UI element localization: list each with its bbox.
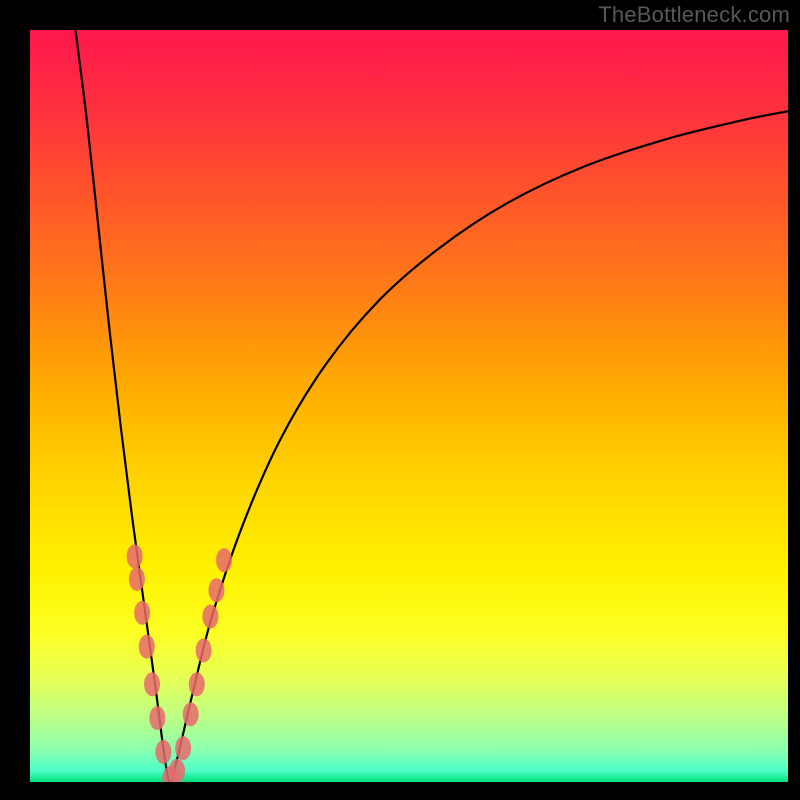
data-marker [155,740,171,764]
data-marker [202,605,218,629]
data-marker [127,544,143,568]
data-marker [216,548,232,572]
data-marker [139,635,155,659]
data-marker [189,672,205,696]
plot-area [30,30,788,782]
data-marker [208,578,224,602]
data-marker [196,638,212,662]
data-marker [129,567,145,591]
data-marker [175,736,191,760]
data-marker [183,702,199,726]
data-marker [134,601,150,625]
data-marker [149,706,165,730]
marker-group [127,544,232,782]
watermark-text: TheBottleneck.com [598,2,790,28]
data-marker [169,759,185,782]
data-marker [144,672,160,696]
data-markers [30,30,788,782]
chart-frame: TheBottleneck.com [0,0,800,800]
